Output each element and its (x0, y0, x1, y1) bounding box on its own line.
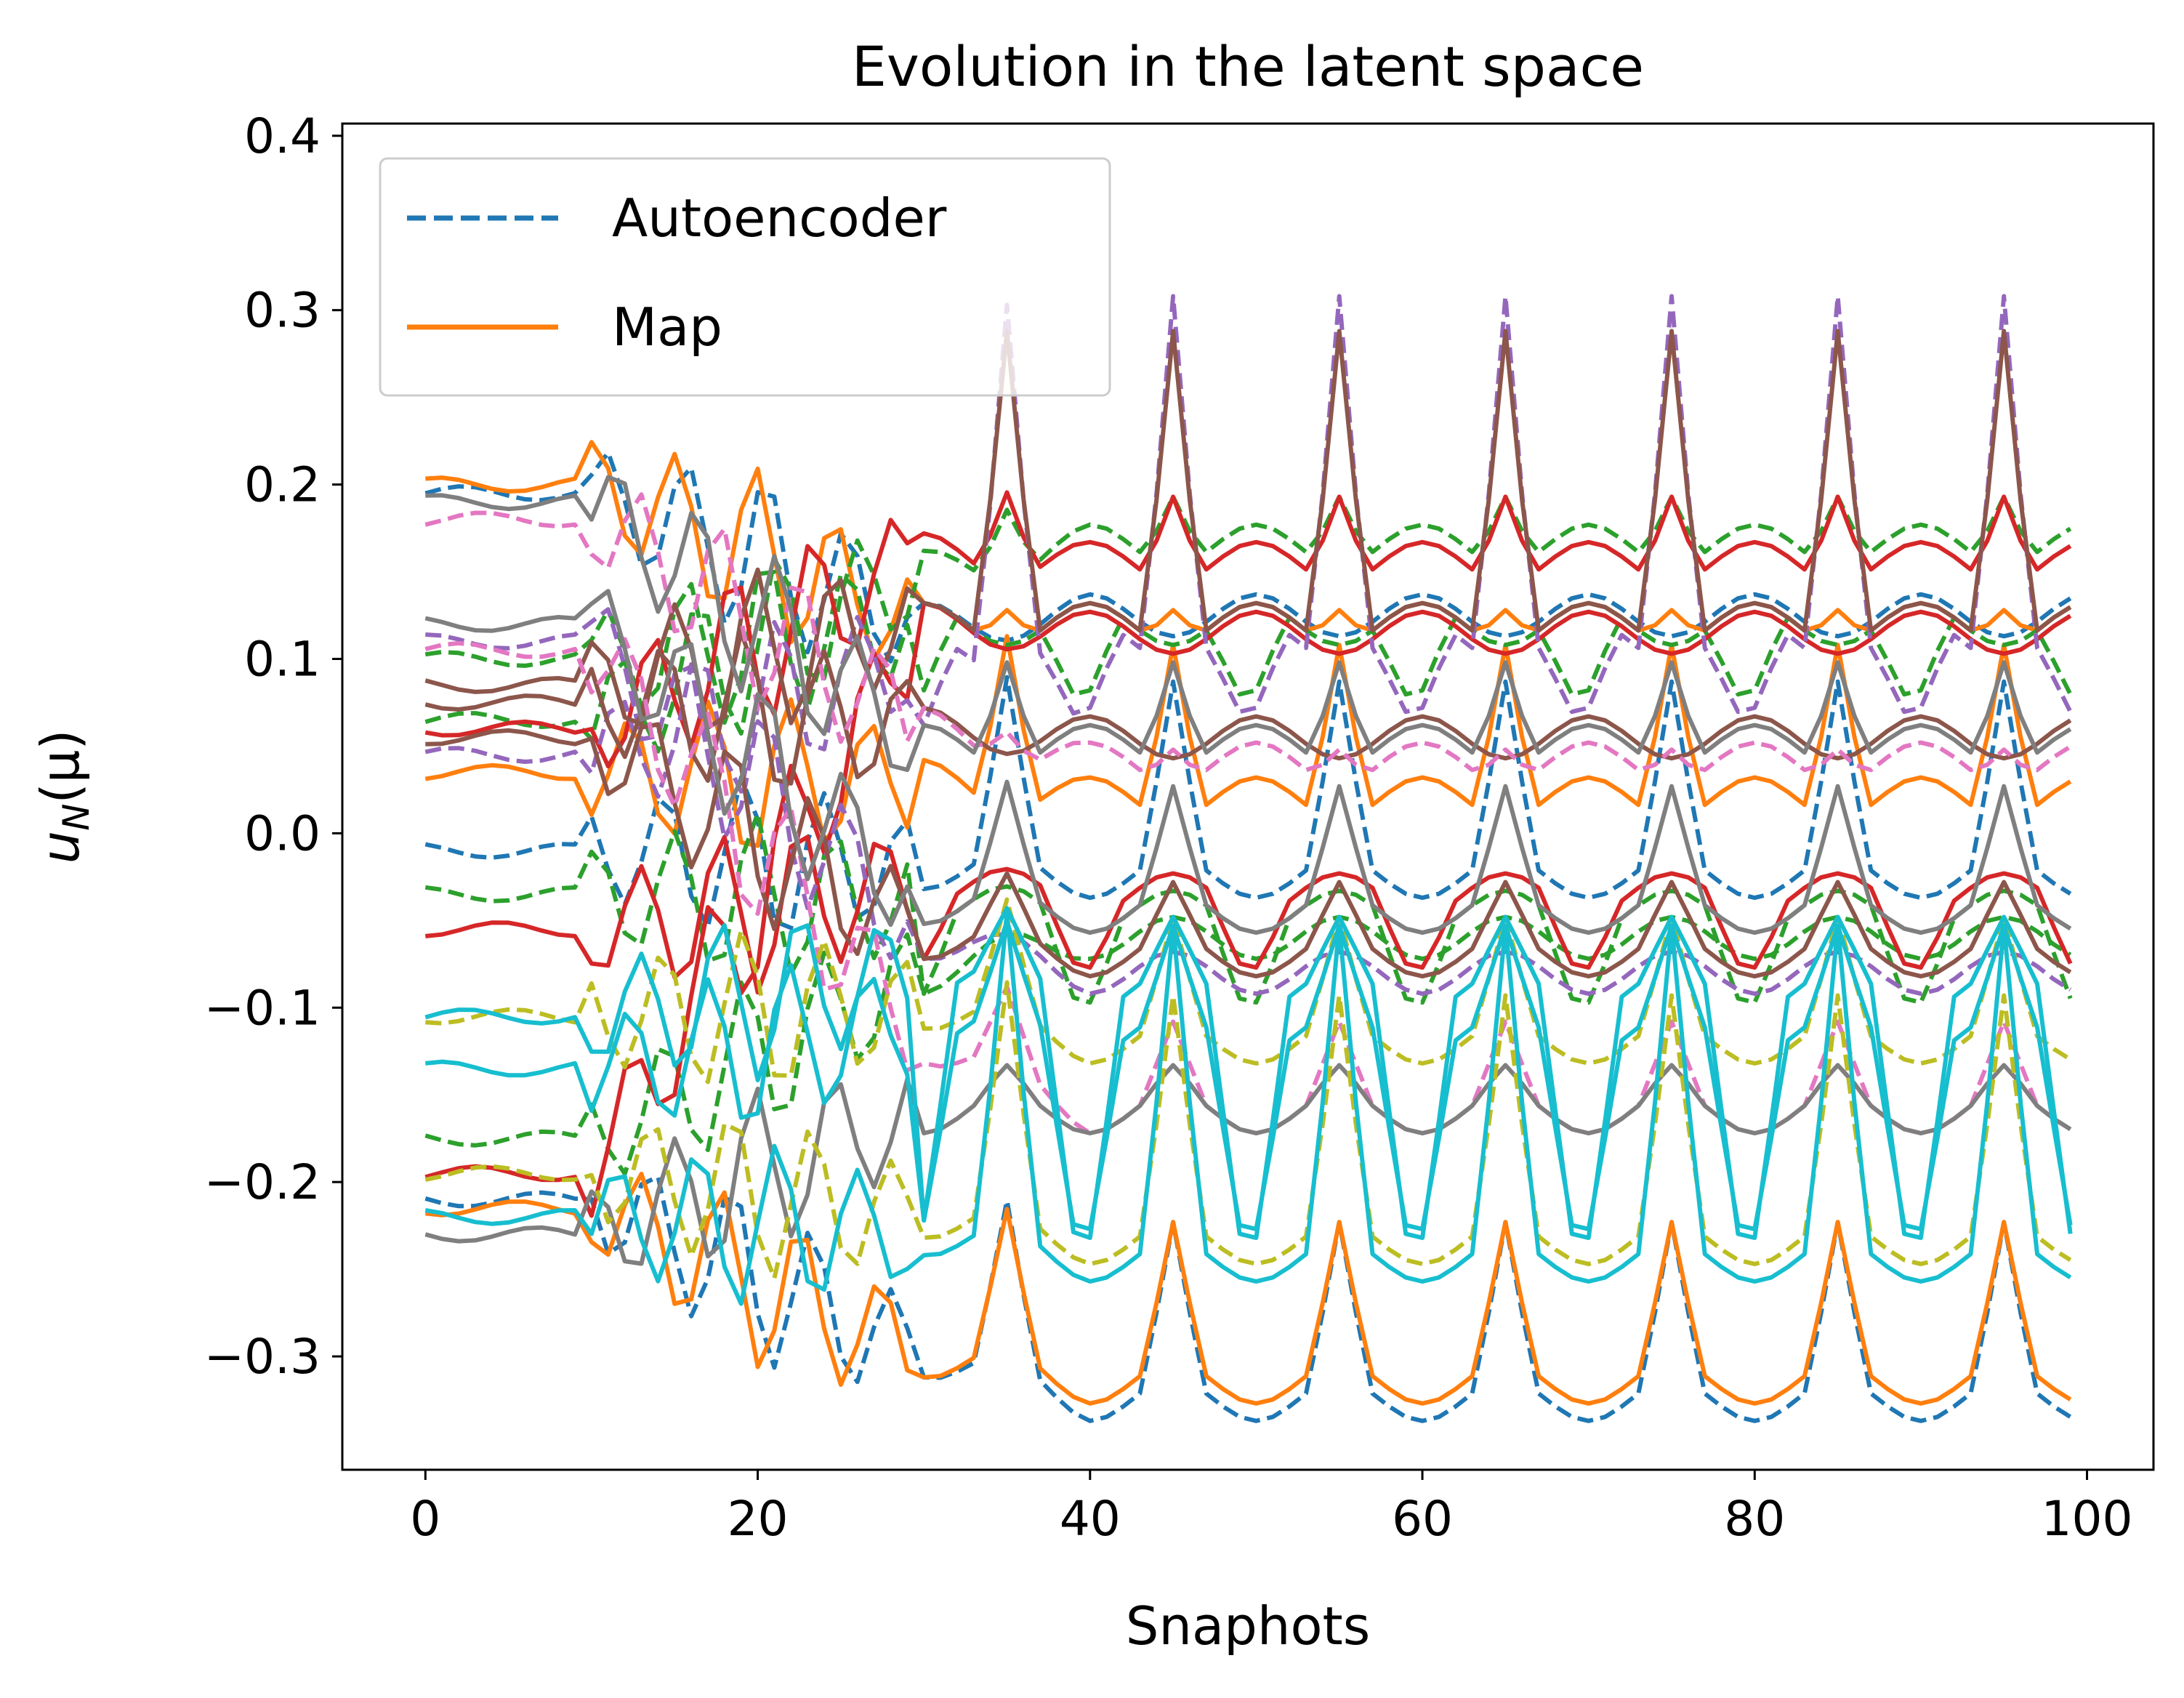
x-tick-label: 100 (2042, 1491, 2133, 1547)
series-line-11 (425, 834, 2073, 995)
x-axis-label: Snaphots (1126, 1596, 1371, 1657)
legend: Autoencoder Map (379, 157, 1111, 397)
series-line-23 (425, 897, 2072, 1085)
x-tick-label: 0 (410, 1491, 440, 1547)
chart-title: Evolution in the latent space (852, 34, 1644, 99)
legend-label-autoencoder: Autoencoder (612, 188, 947, 249)
series-line-0 (424, 450, 2072, 664)
y-tick-label: 0.1 (244, 631, 321, 687)
plot-frame (341, 122, 2155, 1471)
y-axis: −0.3 −0.2 −0.1 0.0 0.1 0.2 0.3 0.4 (204, 108, 342, 1385)
series-line-4 (424, 1172, 2072, 1406)
series-line-27 (424, 910, 2072, 1306)
series-line-24 (424, 980, 2072, 1281)
x-tick-label: 60 (1392, 1491, 1453, 1547)
series-line-22 (424, 1063, 2072, 1266)
y-tick-label: 0.3 (244, 283, 321, 339)
y-axis-label-tail: (μ) (30, 729, 91, 803)
y-tick-label: 0.2 (244, 457, 321, 513)
legend-box (379, 157, 1111, 397)
y-axis-label-sub: N (55, 803, 97, 830)
series-line-26 (425, 919, 2073, 1231)
series-line-12 (424, 600, 2072, 1218)
y-tick-label: −0.2 (204, 1154, 321, 1210)
series-line-20 (425, 475, 2072, 773)
series-line-18 (424, 492, 2072, 773)
series-line-17 (425, 722, 2072, 979)
series-line-14 (425, 607, 2072, 997)
y-tick-label: 0.0 (244, 805, 321, 861)
x-tick-label: 80 (1724, 1491, 1785, 1547)
plot-lines (424, 294, 2073, 1423)
y-axis-label-main: u (30, 831, 91, 864)
x-tick-label: 20 (728, 1491, 789, 1547)
series-line-13 (424, 294, 2073, 799)
legend-label-map: Map (612, 297, 722, 358)
series-line-21 (424, 589, 2072, 935)
series-line-16 (424, 630, 2072, 786)
y-tick-label: −0.1 (204, 980, 321, 1036)
series-line-3 (424, 1174, 2072, 1423)
x-axis: 0 20 40 60 80 100 (410, 1470, 2133, 1547)
y-tick-label: −0.3 (204, 1329, 321, 1385)
y-tick-label: 0.4 (244, 108, 321, 164)
y-axis-label: uN(μ) (30, 729, 97, 864)
series-line-7 (424, 569, 2073, 725)
series-line-9 (424, 914, 2072, 1176)
x-tick-label: 40 (1060, 1491, 1121, 1547)
